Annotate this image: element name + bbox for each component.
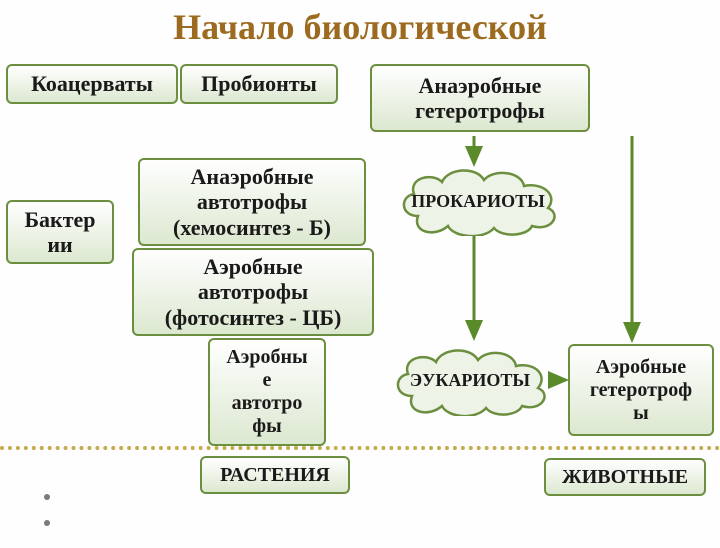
box-label: Анаэробныегетеротрофы: [415, 73, 545, 124]
box-koatservaty: Коацерваты: [6, 64, 178, 104]
box-label: Анаэробныеавтотрофы(хемосинтез - Б): [173, 164, 331, 240]
cloud-eukarioty: ЭУКАРИОТЫ: [390, 344, 550, 416]
box-label: ЖИВОТНЫЕ: [562, 466, 688, 489]
box-rasteniya: РАСТЕНИЯ: [200, 456, 350, 494]
box-anaerob-hetero: Анаэробныегетеротрофы: [370, 64, 590, 132]
cloud-label: ПРОКАРИОТЫ: [405, 191, 551, 212]
box-label: Аэробныеавтотрофы: [226, 346, 307, 438]
box-label: Коацерваты: [31, 71, 153, 96]
dotted-divider: [0, 446, 720, 450]
cloud-label: ЭУКАРИОТЫ: [404, 370, 536, 391]
box-aerob-auto: Аэробныеавтотрофы(фотосинтез - ЦБ): [132, 248, 374, 336]
box-aerob-auto-small: Аэробныеавтотрофы: [208, 338, 326, 446]
box-anaerob-auto: Анаэробныеавтотрофы(хемосинтез - Б): [138, 158, 366, 246]
box-bakterii: Бактерии: [6, 200, 114, 264]
bullet-icon: [44, 494, 50, 500]
box-aerob-hetero: Аэробныегетеротрофы: [568, 344, 714, 436]
box-zhivotnye: ЖИВОТНЫЕ: [544, 458, 706, 496]
box-label: Пробионты: [201, 71, 317, 96]
box-label: Бактерии: [24, 207, 95, 258]
main-title: Начало биологической: [0, 8, 720, 48]
box-label: РАСТЕНИЯ: [220, 464, 330, 487]
box-label: Аэробныегетеротрофы: [590, 356, 692, 425]
box-label: Аэробныеавтотрофы(фотосинтез - ЦБ): [165, 254, 342, 330]
box-probionty: Пробионты: [180, 64, 338, 104]
cloud-prokarioty: ПРОКАРИОТЫ: [394, 166, 562, 236]
bullet-icon: [44, 520, 50, 526]
